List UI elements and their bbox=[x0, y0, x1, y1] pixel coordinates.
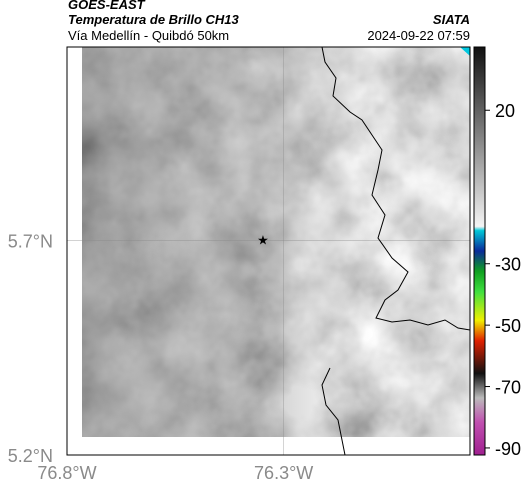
y-tick-label: 5.7°N bbox=[8, 231, 53, 251]
colorbar-tick-label: -90 bbox=[495, 439, 521, 459]
colorbar-tick-label: -30 bbox=[495, 255, 521, 275]
location: Vía Medellín - Quibdó 50km bbox=[68, 28, 229, 43]
x-tick-label: 76.8°W bbox=[37, 463, 96, 483]
location-star: ★ bbox=[257, 232, 269, 247]
colorbar-tick-label: 20 bbox=[495, 101, 515, 121]
boundary-line bbox=[321, 46, 471, 331]
timestamp: 2024-09-22 07:59 bbox=[367, 28, 470, 43]
cloud-shade bbox=[82, 47, 470, 437]
map-frame bbox=[66, 46, 471, 456]
source: GOES-EAST bbox=[68, 0, 146, 12]
cold-patch bbox=[460, 47, 470, 56]
colorbar-tick-label: -50 bbox=[495, 316, 521, 336]
org: SIATA bbox=[433, 12, 470, 27]
x-tick-label: 76.3°W bbox=[254, 463, 313, 483]
boundary-line bbox=[321, 367, 346, 456]
colorbar bbox=[473, 46, 486, 456]
satellite-image bbox=[82, 47, 470, 437]
y-tick-label: 5.2°N bbox=[8, 446, 53, 466]
title: Temperatura de Brillo CH13 bbox=[68, 12, 240, 27]
colorbar-tick-label: -70 bbox=[495, 378, 521, 398]
